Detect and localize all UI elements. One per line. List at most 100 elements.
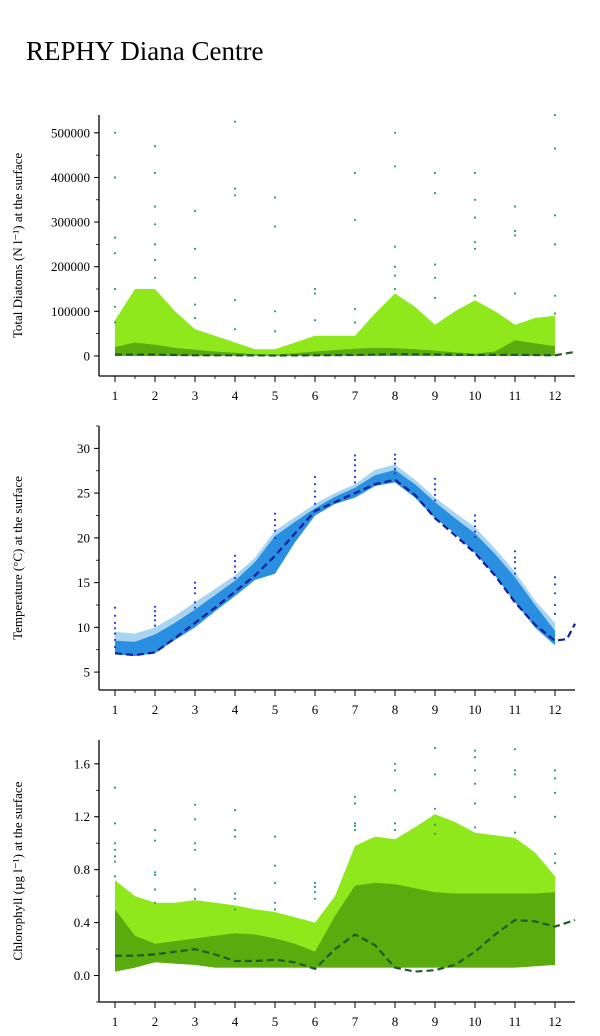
chlorophyll-y-tick-label: 0.4 <box>74 915 91 930</box>
diatoms-data-point <box>273 196 277 199</box>
temperature-x-tick-label: 2 <box>152 702 159 717</box>
temperature-data-point <box>233 570 237 573</box>
chlorophyll-y-tick-label: 0.8 <box>74 862 90 877</box>
temperature-data-point <box>273 529 277 532</box>
temperature-data-point <box>473 514 477 517</box>
diatoms-data-point <box>473 198 477 201</box>
diatoms-inner-band <box>115 340 555 356</box>
temperature-data-point <box>273 512 277 515</box>
diatoms-y-tick-label: 400000 <box>51 170 90 185</box>
chlorophyll-median-line <box>115 918 576 973</box>
temperature-data-point <box>153 624 157 627</box>
diatoms-data-point <box>273 310 277 313</box>
diatoms-data-point <box>553 147 557 150</box>
diatoms-data-point <box>513 229 517 233</box>
diatoms-data-point <box>353 308 357 311</box>
diatoms-data-point <box>233 299 237 302</box>
temperature-inner-band <box>115 469 555 656</box>
chlorophyll-data-point <box>393 769 397 772</box>
temperature-data-point <box>153 619 157 622</box>
diatoms-x-tick-label: 12 <box>549 388 562 403</box>
diatoms-data-point <box>513 205 517 208</box>
chlorophyll-data-point <box>113 822 117 825</box>
chlorophyll-data-point <box>153 901 157 904</box>
temperature-data-point <box>393 453 397 456</box>
temperature-x-tick-label: 7 <box>352 702 359 717</box>
chlorophyll-data-point <box>553 777 557 780</box>
chlorophyll-data-point <box>233 892 237 895</box>
temperature-data-point <box>153 610 157 613</box>
temperature-data-point <box>193 606 197 609</box>
diatoms-data-point <box>393 274 397 277</box>
chlorophyll-x-tick-label: 4 <box>232 1014 239 1029</box>
temperature-data-point <box>353 464 357 467</box>
chlorophyll-data-point <box>193 842 197 845</box>
temperature-data-point <box>313 495 317 498</box>
diatoms-data-point <box>193 316 197 320</box>
diatoms-y-tick-label: 300000 <box>51 215 90 230</box>
diatoms-data-point <box>553 113 557 117</box>
temperature-y-tick-label: 20 <box>77 530 90 545</box>
diatoms-data-point <box>353 218 357 221</box>
temperature-data-point <box>153 614 157 617</box>
diatoms-data-point <box>473 171 477 175</box>
chlorophyll-data-point <box>193 888 197 891</box>
diatoms-data-point <box>473 294 477 297</box>
diatoms-x-tick-label: 2 <box>152 388 159 403</box>
chlorophyll-data-point <box>393 789 397 792</box>
chlorophyll-data-point <box>273 908 277 911</box>
temperature-data-point <box>193 586 197 590</box>
temperature-data-point <box>233 554 237 557</box>
chlorophyll-x-tick-label: 6 <box>312 1014 319 1029</box>
diatoms-x-tick-label: 4 <box>232 388 239 403</box>
chlorophyll-data-point <box>273 864 277 867</box>
diatoms-x-tick-label: 10 <box>469 388 482 403</box>
chlorophyll-data-point <box>113 855 117 858</box>
temperature-data-point <box>433 477 437 480</box>
chlorophyll-data-point <box>473 756 477 759</box>
temperature-data-point <box>393 472 397 475</box>
diatoms-x-tick-label: 8 <box>392 388 399 403</box>
chlorophyll-data-point <box>553 815 557 818</box>
temperature-x-tick-label: 8 <box>392 702 399 717</box>
diatoms-x-tick-label: 9 <box>432 388 439 403</box>
temperature-data-point <box>313 483 317 486</box>
diatoms-data-point <box>313 319 317 322</box>
diatoms-x-tick-label: 7 <box>352 388 359 403</box>
temperature-data-point <box>233 577 237 580</box>
diatoms-data-point <box>193 209 197 212</box>
temperature-data-point <box>193 601 197 604</box>
chlorophyll-y-tick-label: 1.6 <box>74 756 91 771</box>
diatoms-data-point <box>473 241 477 244</box>
chlorophyll-data-point <box>513 831 517 834</box>
temperature-x-tick-label: 11 <box>509 702 522 717</box>
chlorophyll-data-point <box>393 822 397 825</box>
chlorophyll-data-point <box>113 875 117 878</box>
chlorophyll-data-point <box>193 848 197 851</box>
temperature-data-point <box>473 525 477 528</box>
chlorophyll-data-point <box>113 786 117 789</box>
chlorophyll-data-point <box>153 839 157 842</box>
diatoms-data-point <box>433 296 437 299</box>
chlorophyll-data-point <box>353 828 357 832</box>
chlorophyll-data-point <box>433 746 437 749</box>
diatoms-data-point <box>153 145 157 148</box>
chlorophyll-y-tick-label: 0.0 <box>74 968 90 983</box>
temperature-data-point <box>313 490 317 493</box>
chlorophyll-data-point <box>313 897 317 900</box>
chlorophyll-data-point <box>553 791 557 794</box>
diatoms-data-point <box>113 321 117 324</box>
temperature-data-point <box>273 518 277 522</box>
temperature-data-point <box>273 536 277 539</box>
diatoms-data-point <box>433 171 437 175</box>
diatoms-data-point <box>113 131 117 134</box>
temperature-median-line <box>114 478 576 657</box>
diatoms-data-point <box>153 258 157 262</box>
temperature-data-point <box>433 483 437 486</box>
chlorophyll-data-point <box>193 803 197 806</box>
diatoms-data-point <box>473 216 477 219</box>
diatoms-y-tick-label: 0 <box>84 348 91 363</box>
diatoms-data-point <box>193 247 197 250</box>
chlorophyll-x-tick-label: 2 <box>152 1014 159 1029</box>
